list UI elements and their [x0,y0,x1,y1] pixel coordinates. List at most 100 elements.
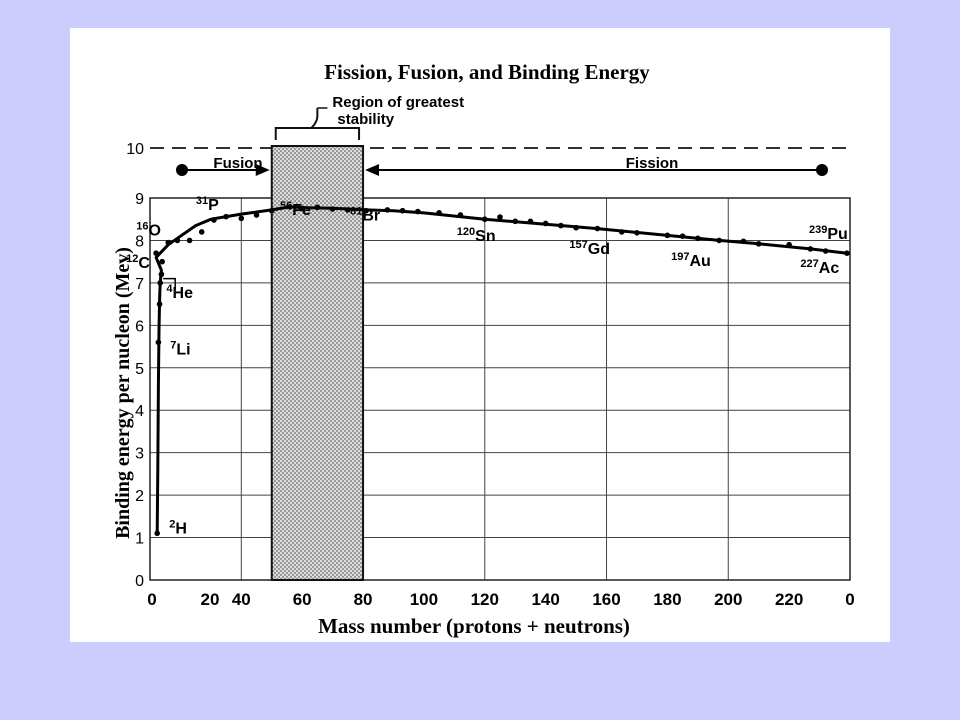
data-point [558,222,564,229]
nuclide-label-ac: 227Ac [800,258,839,277]
data-point [186,237,193,244]
data-point [211,217,217,223]
stability-region-label-line2: stability [337,111,394,128]
x-tick-label: 120 [471,590,499,609]
data-point [158,271,165,278]
nuclide-label-pu: 239Pu [809,224,848,243]
fission-arrow-head [365,164,380,176]
y-tick-label: 2 [135,488,144,505]
binding-energy-curve [154,205,848,534]
data-point [695,235,701,242]
y-tick-label: 3 [135,446,144,463]
nuclide-labels: 2H 4He 7Li 12C 16O 31P 56Fe 81Br 120Sn 157Gd 197Au… [126,195,848,537]
data-point [664,232,671,239]
fusion-arrow-head [255,164,270,176]
y-tick-label: 5 [135,361,144,378]
data-point [679,233,686,239]
data-point [481,216,488,223]
data-point [156,301,163,307]
y-axis-label: Binding energy per nucleon (Mev) [112,247,134,539]
data-point [415,208,421,215]
data-point [314,204,321,211]
data-point [618,229,625,235]
x-tick-label: 80 [354,590,373,609]
x-tick-label: 140 [531,590,559,609]
region-arrows: Fusion Fission [176,155,828,176]
nuclide-label-fe: 56Fe [280,200,311,219]
data-point [594,225,601,232]
plot-frame [149,197,851,581]
data-point [527,218,534,225]
nuclide-label-gd: 157Gd [569,239,610,258]
y-tick-label: 7 [135,276,144,293]
nuclide-label-h: 2H [169,518,187,537]
data-point [157,280,163,286]
nuclide-label-c: 12C [126,253,150,272]
data-point [223,213,229,220]
nuclide-label-sn: 120Sn [457,226,496,245]
y-tick-label: 1 [135,531,144,548]
data-point [253,212,260,218]
x-tick-label: 20 [201,590,220,609]
data-point [384,207,391,213]
y-tick-label: 8 [135,233,144,250]
nuclide-label-o: 16O [136,220,161,239]
data-point [363,207,369,214]
data-point [634,230,640,236]
x-tick-label: 100 [410,590,438,609]
data-points [153,204,850,537]
data-point [436,210,442,216]
data-point [155,339,162,346]
data-point [153,250,159,256]
y-tick-label: 4 [135,403,144,420]
y-tick-label: 6 [135,318,144,335]
x-tick-label: 60 [293,590,312,609]
data-point [542,220,549,227]
stability-bracket-stem [310,108,319,129]
data-point [154,530,160,537]
x-tick-label: 40 [232,590,251,609]
data-point [844,250,850,256]
nuclide-label-br: 81Br [350,206,380,225]
nuclide-label-he: 4He [166,283,193,302]
y-tick-label: 0 [135,573,144,590]
data-point [740,238,747,245]
data-point [299,205,305,212]
data-point [198,229,205,235]
fission-label: Fission [626,155,679,172]
slide-panel: Fission, Fusion, and Binding Energy Regi… [70,28,890,642]
data-point [716,237,722,244]
data-point [174,237,181,244]
data-point [159,258,165,265]
x-tick-label: 160 [592,590,620,609]
stability-region-label: Region of greatest [332,94,464,111]
data-point [399,207,406,214]
he-leader [163,277,176,290]
x-tick-label: 220 [775,590,803,609]
data-point [512,218,519,225]
stability-region [270,145,365,581]
data-point [497,214,503,220]
data-point [807,246,814,252]
nuclide-label-li: 7Li [170,339,190,358]
data-point [238,215,245,222]
data-point [287,204,293,210]
data-point [755,241,762,247]
data-point [165,239,172,246]
y-tick-label: 9 [135,191,144,208]
x-tick-label: 0 [845,590,854,609]
x-tick-label: 180 [653,590,681,609]
data-point [573,224,579,231]
data-point [822,248,829,254]
nuclide-label-p: 31P [196,195,219,214]
y-tick-label: 10 [126,141,144,158]
chart: Fission, Fusion, and Binding Energy Regi… [112,60,855,638]
fusion-label: Fusion [213,155,262,172]
data-point [345,207,351,213]
data-point [786,241,792,248]
data-point [329,206,336,212]
x-axis-label: Mass number (protons + neutrons) [318,614,630,638]
x-tick-label: 0 [147,590,156,609]
